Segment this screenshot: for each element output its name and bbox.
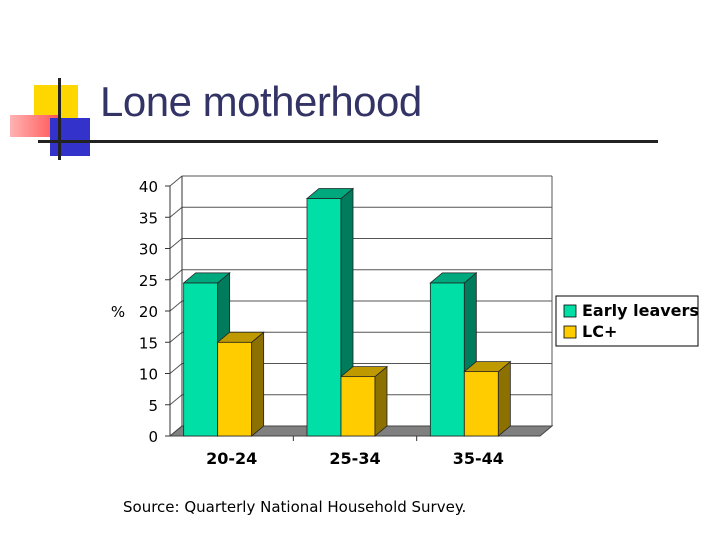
gridline-depth xyxy=(169,300,183,312)
y-tick-label: 10 xyxy=(139,366,158,384)
source-note: Source: Quarterly National Household Sur… xyxy=(123,498,467,516)
bar-lc-plus xyxy=(340,376,376,437)
gridline-depth xyxy=(169,238,183,249)
bar-lc-plus xyxy=(217,341,253,437)
x-tick-label: 35-44 xyxy=(453,449,504,468)
y-axis-label: % xyxy=(111,303,125,321)
y-tick-label: 25 xyxy=(139,272,158,290)
gridline-depth xyxy=(169,363,183,374)
x-tick-label: 20-24 xyxy=(206,449,257,468)
legend-label: LC+ xyxy=(582,322,617,341)
gridline-depth xyxy=(169,394,183,406)
bar-side xyxy=(374,365,388,437)
x-tick-label: 25-34 xyxy=(329,449,380,468)
gridline-depth xyxy=(169,269,183,281)
bar-early-leavers xyxy=(429,282,465,437)
bar-top xyxy=(463,361,512,373)
gridline-depth xyxy=(169,331,183,343)
bar-top xyxy=(429,272,478,284)
decor-red-bar xyxy=(10,115,58,137)
y-tick-label: 35 xyxy=(139,209,158,227)
y-tick-label: 0 xyxy=(148,428,158,446)
bar-early-leavers xyxy=(183,282,219,437)
y-tick-label: 20 xyxy=(139,303,158,321)
bar-early-leavers xyxy=(306,198,342,437)
y-tick-label: 40 xyxy=(139,178,158,196)
y-tick-label: 5 xyxy=(148,397,158,415)
legend-box xyxy=(555,295,699,347)
decor-blue-square xyxy=(50,118,90,156)
legend-swatch xyxy=(563,304,577,318)
title-underline xyxy=(38,140,658,143)
slide-title: Lone motherhood xyxy=(100,78,422,125)
decor-vertical-line xyxy=(58,78,61,160)
legend-label: Early leavers xyxy=(582,301,699,320)
gridline-depth xyxy=(169,206,183,218)
y-tick-label: 15 xyxy=(139,334,158,352)
bar-side xyxy=(251,331,265,437)
gridline-depth xyxy=(169,175,183,187)
bar-top xyxy=(339,366,389,378)
bar-side xyxy=(497,360,511,437)
bar-top xyxy=(182,272,231,284)
legend-swatch xyxy=(563,325,577,339)
bar-top xyxy=(216,331,265,343)
bar-lc-plus xyxy=(463,371,499,437)
y-tick-label: 30 xyxy=(139,241,158,259)
bar-top xyxy=(305,188,355,199)
